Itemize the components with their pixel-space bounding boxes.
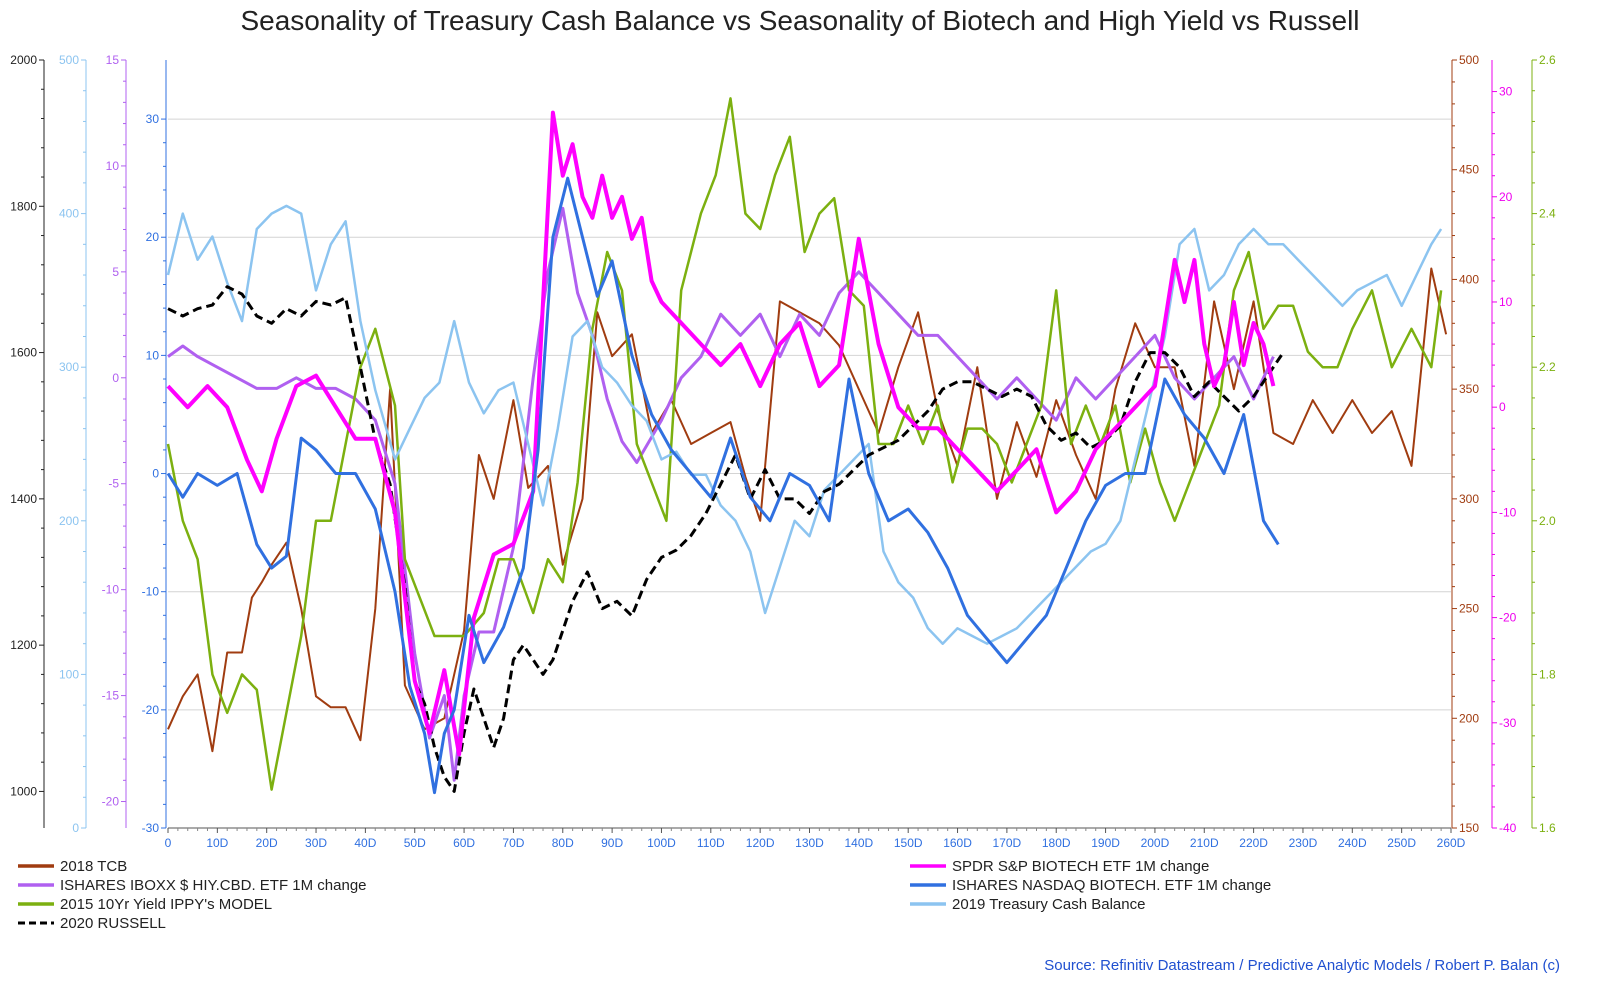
legend-label: ISHARES NASDAQ BIOTECH. ETF 1M change <box>952 877 1271 894</box>
y-tick-label-right_brown: 150 <box>1459 821 1479 835</box>
y-tick-label-right_magenta: -30 <box>1499 716 1517 730</box>
x-tick-label: 50D <box>404 836 426 850</box>
y-tick-label-left_lightblue: 100 <box>59 667 79 681</box>
series-line-0 <box>167 267 1448 753</box>
y-tick-label-left_purple: 5 <box>112 265 119 279</box>
series-line-5 <box>166 204 1443 645</box>
y-tick-label-right_brown: 400 <box>1459 272 1479 286</box>
x-tick-label: 70D <box>502 836 524 850</box>
x-tick-label: 260D <box>1437 836 1466 850</box>
grid <box>168 118 1451 829</box>
y-tick-label-right_brown: 450 <box>1459 163 1479 177</box>
y-tick-label-right_green: 1.6 <box>1539 821 1556 835</box>
x-tick-label: 200D <box>1141 836 1170 850</box>
x-tick-label: 160D <box>943 836 972 850</box>
y-tick-label-right_magenta: -40 <box>1499 821 1517 835</box>
series-line-6 <box>167 285 1285 793</box>
series-line-1 <box>166 110 1276 757</box>
y-tick-label-left_purple: 10 <box>106 159 120 173</box>
series-lines <box>166 97 1448 795</box>
x-tick-label: 110D <box>697 836 725 850</box>
y-tick-label-left_black: 1000 <box>10 784 37 798</box>
y-tick-label-right_green: 2.0 <box>1539 514 1556 528</box>
y-tick-label-right_brown: 300 <box>1459 492 1479 506</box>
x-tick-label: 170D <box>993 836 1022 850</box>
y-tick-label-right_green: 2.2 <box>1539 360 1556 374</box>
y-tick-label-left_black: 1200 <box>10 638 37 652</box>
x-tick-label: 140D <box>845 836 874 850</box>
y-tick-label-left_lightblue: 0 <box>72 821 79 835</box>
x-tick-label: 130D <box>795 836 824 850</box>
y-tick-label-left_blue: 20 <box>146 230 160 244</box>
y-tick-label-left_blue: -30 <box>142 821 160 835</box>
y-tick-label-left_purple: 0 <box>112 371 119 385</box>
x-tick-label: 180D <box>1042 836 1071 850</box>
x-tick-label: 90D <box>601 836 623 850</box>
x-tick-label: 40D <box>354 836 376 850</box>
y-tick-label-right_magenta: -20 <box>1499 611 1517 625</box>
x-tick-label: 220D <box>1239 836 1268 850</box>
y-tick-label-right_magenta: 20 <box>1499 190 1513 204</box>
y-tick-label-left_lightblue: 500 <box>59 53 79 67</box>
series-line-3 <box>166 176 1280 795</box>
y-tick-label-left_lightblue: 300 <box>59 360 79 374</box>
legend-label: SPDR S&P BIOTECH ETF 1M change <box>952 858 1209 875</box>
y-tick-label-right_magenta: -10 <box>1499 505 1517 519</box>
x-tick-label: 20D <box>256 836 278 850</box>
chart-title: Seasonality of Treasury Cash Balance vs … <box>240 5 1359 36</box>
series-line-4 <box>166 97 1443 791</box>
y-tick-label-right_brown: 250 <box>1459 602 1479 616</box>
x-tick-label: 0 <box>165 836 172 850</box>
y-tick-label-left_purple: -10 <box>102 583 120 597</box>
y-tick-label-right_green: 2.4 <box>1539 207 1556 221</box>
y-tick-label-left_blue: -20 <box>142 703 160 717</box>
x-tick-label: 190D <box>1091 836 1120 850</box>
series-line-2 <box>167 206 1275 782</box>
y-tick-label-left_purple: -20 <box>102 795 120 809</box>
legend-label: 2019 Treasury Cash Balance <box>952 896 1145 913</box>
y-tick-label-right_brown: 350 <box>1459 382 1479 396</box>
x-tick-label: 210D <box>1190 836 1219 850</box>
y-tick-label-left_blue: 30 <box>146 112 160 126</box>
y-tick-label-left_black: 1600 <box>10 346 37 360</box>
y-tick-label-left_blue: -10 <box>142 585 160 599</box>
legend-label: ISHARES IBOXX $ HIY.CBD. ETF 1M change <box>60 877 367 894</box>
x-tick-label: 60D <box>453 836 475 850</box>
y-tick-label-left_black: 2000 <box>10 53 37 67</box>
legend: 2018 TCB ISHARES IBOXX $ HIY.CBD. ETF 1M … <box>18 858 1271 932</box>
axes: 0 10D 20D 30D 40D 50D 60D 70D 80D 90D 100D 110D 120D… <box>10 53 1556 850</box>
x-tick-label: 150D <box>894 836 923 850</box>
legend-label: 2018 TCB <box>60 858 127 875</box>
y-tick-label-right_green: 2.6 <box>1539 53 1556 67</box>
source-note: Source: Refinitiv Datastream / Predictiv… <box>1044 957 1560 974</box>
y-tick-label-left_blue: 10 <box>146 348 160 362</box>
x-tick-label: 240D <box>1338 836 1367 850</box>
y-tick-label-left_black: 1400 <box>10 492 37 506</box>
legend-label: 2015 10Yr Yield IPPY's MODEL <box>60 896 272 913</box>
x-tick-label: 80D <box>552 836 574 850</box>
x-tick-label: 10D <box>206 836 228 850</box>
x-tick-label: 30D <box>305 836 327 850</box>
y-tick-label-left_lightblue: 200 <box>59 514 79 528</box>
y-tick-label-left_purple: 15 <box>106 53 120 67</box>
y-tick-label-left_blue: 0 <box>152 467 159 481</box>
y-tick-label-right_magenta: 0 <box>1499 400 1506 414</box>
legend-label: 2020 RUSSELL <box>60 915 166 932</box>
x-tick-label: 100D <box>647 836 676 850</box>
y-tick-label-left_purple: -15 <box>102 689 120 703</box>
y-tick-label-right_magenta: 30 <box>1499 85 1513 99</box>
y-tick-label-right_brown: 200 <box>1459 711 1479 725</box>
y-tick-label-left_lightblue: 400 <box>59 207 79 221</box>
y-tick-label-right_magenta: 10 <box>1499 295 1513 309</box>
y-tick-label-right_brown: 500 <box>1459 53 1479 67</box>
y-tick-label-left_black: 1800 <box>10 199 37 213</box>
y-tick-label-left_purple: -5 <box>108 477 119 491</box>
x-tick-label: 120D <box>746 836 775 850</box>
x-tick-label: 250D <box>1387 836 1416 850</box>
x-tick-label: 230D <box>1289 836 1318 850</box>
y-tick-label-right_green: 1.8 <box>1539 667 1556 681</box>
